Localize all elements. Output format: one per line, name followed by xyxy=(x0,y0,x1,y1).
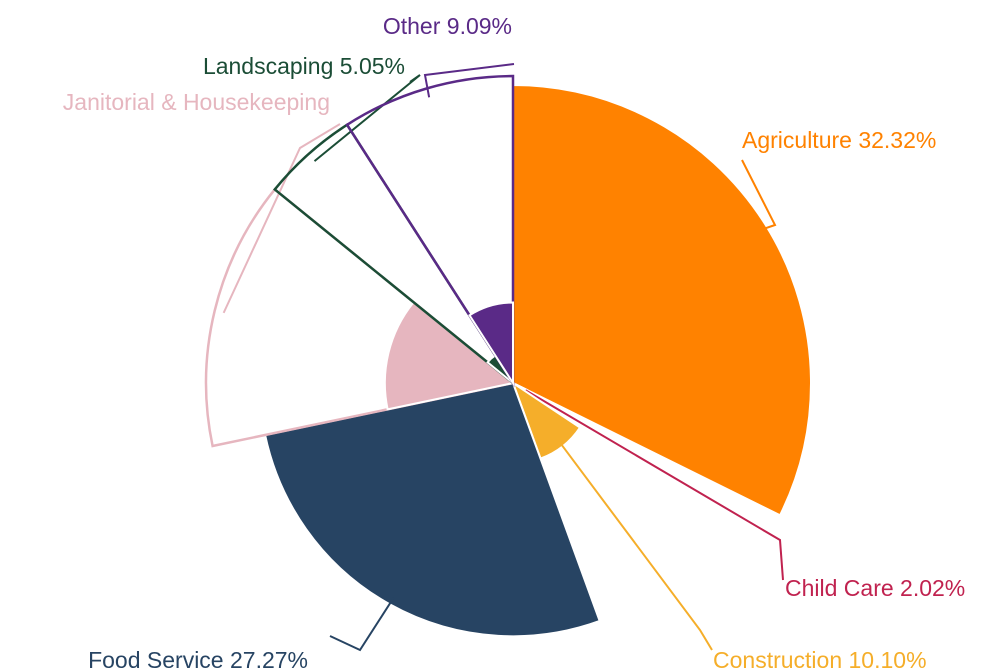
slice-label: Janitorial & Housekeeping xyxy=(63,89,330,115)
slice-label: Agriculture 32.32% xyxy=(742,127,936,153)
leader-line xyxy=(525,389,784,581)
leader-line xyxy=(423,63,515,98)
slice-label: Other 9.09% xyxy=(383,13,512,39)
leader-line xyxy=(329,597,395,652)
slice xyxy=(383,300,516,411)
slice-label: Food Service 27.27% xyxy=(88,647,308,668)
leader-line xyxy=(313,74,421,162)
slice xyxy=(468,301,514,387)
leader-line xyxy=(560,443,713,651)
slice-outline xyxy=(204,187,516,448)
slice xyxy=(512,83,812,517)
leader-line xyxy=(741,159,777,232)
slice-label: Landscaping 5.05% xyxy=(203,53,405,79)
leader-line xyxy=(222,123,341,314)
slice-label: Child Care 2.02% xyxy=(785,575,965,601)
slice-label: Construction 10.10% xyxy=(713,647,927,668)
